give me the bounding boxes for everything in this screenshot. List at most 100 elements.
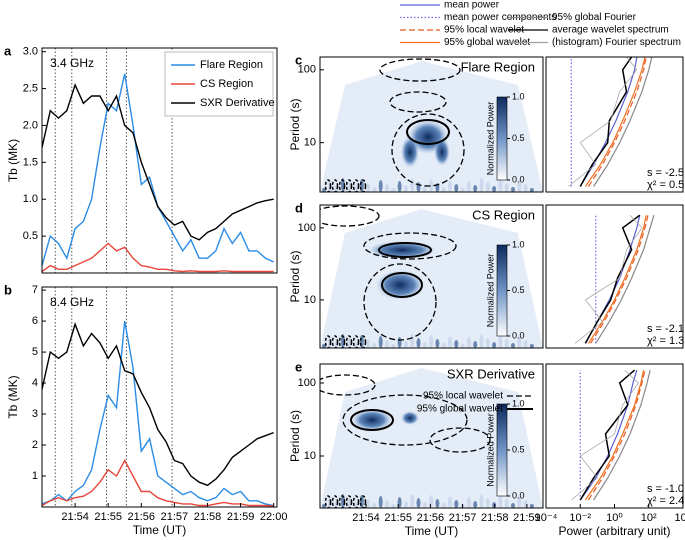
plot-area	[42, 48, 274, 273]
panel: 10⁻⁴ 10⁻² 10⁰ 10² 10⁴ Power (arbitrary unit) s…	[535, 363, 685, 538]
power-region	[434, 138, 450, 166]
x-tick-label: 21:58	[481, 512, 509, 524]
noise	[403, 185, 408, 192]
panel-label: a	[4, 43, 12, 58]
x-tick-label: 21:55	[384, 512, 412, 524]
legend-label: CS Region	[200, 78, 253, 90]
noise	[410, 494, 415, 508]
fit-chi-square: χ² = 0.5	[647, 179, 684, 191]
x-tick-label: 21:59	[227, 511, 255, 523]
y-axis-label: Period (s)	[288, 250, 302, 302]
y-tick-label: 2	[32, 439, 38, 451]
noise-contour	[324, 495, 332, 508]
noise	[347, 498, 352, 508]
fit-slope: s = -2.5	[647, 167, 684, 179]
noise	[492, 342, 497, 348]
annotation: 3.4 GHz	[50, 56, 94, 70]
contour	[391, 113, 465, 187]
series-line	[42, 459, 274, 507]
colorbar	[496, 403, 508, 497]
contour	[406, 119, 450, 145]
contour	[379, 58, 461, 82]
plot-area	[320, 58, 543, 192]
spectrum-line	[579, 369, 638, 501]
frame	[41, 47, 278, 274]
power-region	[376, 270, 424, 300]
x-tick-label: 10⁴	[675, 512, 685, 524]
panel: e 10 100 21:54 21:55 21:56 21:57 21:58 21:59 Peri…	[288, 359, 544, 538]
panel-label: b	[4, 282, 12, 297]
series-line	[42, 82, 274, 241]
y-axis-label: Tb (MK)	[6, 139, 20, 182]
noise-contour	[331, 179, 339, 192]
colorbar-label: Normalized Power	[485, 413, 495, 487]
noise	[385, 500, 389, 508]
noise	[448, 180, 452, 192]
power-region	[352, 409, 392, 431]
noise	[454, 340, 459, 348]
colorbar-tick-label: 0.0	[512, 490, 525, 500]
x-axis-label: Time (UT)	[133, 523, 187, 537]
contour	[320, 374, 376, 396]
noise	[429, 495, 434, 508]
noise-contour	[338, 335, 346, 348]
y-tick-label: 0.5	[23, 230, 38, 242]
colorbar-tick-label: 0.5	[512, 133, 525, 143]
noise	[511, 343, 515, 348]
y-tick-label: 1.0	[23, 193, 38, 205]
x-tick-label: 10⁻²	[569, 512, 591, 524]
colorbar-tick-label: 1.0	[512, 239, 525, 249]
noise	[492, 186, 497, 192]
noise	[372, 503, 377, 508]
legend-label: SXR Derivative	[200, 97, 275, 109]
noise	[504, 339, 509, 348]
y-tick-label: 10	[304, 294, 316, 306]
noise	[353, 502, 358, 508]
plot-area	[320, 205, 543, 348]
noise	[378, 180, 383, 192]
noise	[397, 181, 402, 192]
colorbar	[496, 96, 508, 181]
y-axis-label: Period (s)	[288, 410, 302, 462]
frame	[41, 286, 278, 508]
noise	[410, 178, 415, 192]
y-tick-label: 1.5	[23, 156, 38, 168]
noise	[511, 187, 515, 192]
colorbar-tick-label: 0.5	[512, 285, 525, 295]
y-tick-label: 4	[32, 377, 38, 389]
contour	[363, 263, 437, 341]
spectrum-line	[579, 369, 636, 501]
spectrum-line	[595, 215, 655, 344]
noise-contour	[359, 495, 367, 508]
noise-contour	[352, 335, 360, 348]
noise	[529, 344, 534, 348]
noise	[416, 338, 421, 348]
panel-label: d	[295, 200, 303, 215]
colorbar-label: Normalized Power	[485, 254, 495, 328]
noise	[422, 502, 427, 508]
noise	[529, 504, 534, 508]
legend-label: 95% global wavelet	[444, 37, 530, 48]
noise	[397, 337, 402, 348]
colorbar-tick-label: 1.0	[512, 398, 525, 408]
noise	[372, 187, 377, 192]
contour	[429, 427, 491, 453]
panel: d 10 100 Period (s) CS Region 0.0 0.5 1.0 Normal…	[288, 200, 544, 349]
contour	[350, 409, 394, 431]
noise	[403, 341, 408, 348]
panel-label: e	[295, 359, 302, 374]
x-axis-label: Time (UT)	[405, 524, 459, 538]
x-tick-label: 21:54	[61, 511, 89, 523]
noise	[416, 498, 421, 508]
y-tick-label: 100	[298, 222, 316, 234]
noise	[460, 344, 465, 348]
noise	[517, 336, 522, 348]
frame	[545, 56, 684, 193]
x-tick-label: 21:59	[513, 512, 541, 524]
spectrum-line	[593, 369, 651, 501]
noise	[498, 179, 503, 192]
noise-contour	[338, 179, 346, 192]
contour	[389, 91, 447, 113]
noise	[504, 183, 509, 192]
noise	[448, 336, 452, 348]
